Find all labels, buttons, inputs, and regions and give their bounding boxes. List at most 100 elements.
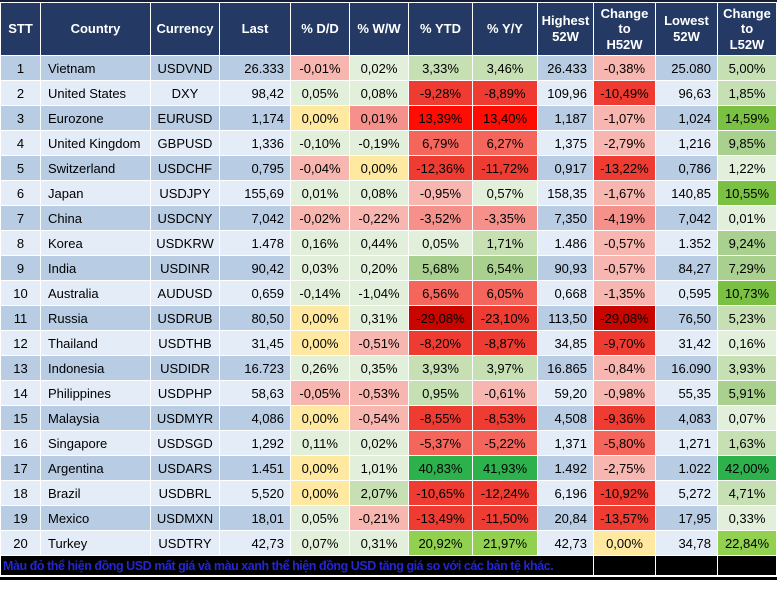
cell-pct-dd: 0,03% [291, 256, 349, 280]
cell-pct-yy: 13,40% [473, 106, 537, 130]
cell-currency: USDVND [151, 56, 219, 80]
cell-pct-ytd: -29,08% [409, 306, 472, 330]
cell-last: 16.723 [220, 356, 290, 380]
cell-pct-ww: -0,53% [350, 381, 408, 405]
cell-country: Eurozone [41, 106, 150, 130]
cell-pct-yy: 3,97% [473, 356, 537, 380]
cell-pct-ww: 0,35% [350, 356, 408, 380]
cell-stt: 19 [1, 506, 40, 530]
col-header-pct-ww: % W/W [350, 3, 408, 55]
cell-lowest-52w: 55,35 [656, 381, 717, 405]
col-header-lowest-52w: Lowest 52W [656, 3, 717, 55]
cell-pct-yy: -8,53% [473, 406, 537, 430]
caption-bar: Màu đỏ thể hiện đồng USD mất giá và màu … [1, 556, 776, 575]
cell-last: 1,336 [220, 131, 290, 155]
cell-last: 1,292 [220, 431, 290, 455]
cell-last: 26.333 [220, 56, 290, 80]
cell-pct-yy: -5,22% [473, 431, 537, 455]
table-row: 1 Vietnam USDVND 26.333 -0,01% 0,02% 3,33% 3,46… [1, 56, 776, 80]
cell-lowest-52w: 4,083 [656, 406, 717, 430]
cell-change-to-h52w: 0,00% [594, 531, 655, 555]
header-row: STT Country Currency Last% D/D% W/W% YTD% Y… [1, 3, 776, 55]
cell-pct-dd: -0,14% [291, 281, 349, 305]
table-row: 12 Thailand USDTHB 31,45 0,00% -0,51% -8,20% -8… [1, 331, 776, 355]
cell-pct-ytd: 5,68% [409, 256, 472, 280]
cell-lowest-52w: 0,786 [656, 156, 717, 180]
cell-change-to-h52w: -13,22% [594, 156, 655, 180]
cell-highest-52w: 26.433 [538, 56, 593, 80]
cell-lowest-52w: 84,27 [656, 256, 717, 280]
table-row: 11 Russia USDRUB 80,50 0,00% 0,31% -29,08% -23,… [1, 306, 776, 330]
cell-stt: 18 [1, 481, 40, 505]
cell-pct-yy: 21,97% [473, 531, 537, 555]
cell-currency: USDKRW [151, 231, 219, 255]
cell-pct-dd: 0,01% [291, 181, 349, 205]
bottom-border-line [0, 577, 777, 580]
cell-lowest-52w: 7,042 [656, 206, 717, 230]
cell-highest-52w: 1,375 [538, 131, 593, 155]
table-header: STT Country Currency Last% D/D% W/W% YTD% Y… [1, 3, 776, 55]
cell-currency: GBPUSD [151, 131, 219, 155]
cell-pct-ww: -0,22% [350, 206, 408, 230]
cell-pct-yy: 41,93% [473, 456, 537, 480]
cell-pct-ytd: -8,55% [409, 406, 472, 430]
table-row: 19 Mexico USDMXN 18,01 0,05% -0,21% -13,49% -11… [1, 506, 776, 530]
cell-currency: USDPHP [151, 381, 219, 405]
cell-pct-ytd: 20,92% [409, 531, 472, 555]
cell-currency: USDINR [151, 256, 219, 280]
cell-pct-ww: 0,08% [350, 181, 408, 205]
cell-pct-dd: 0,11% [291, 431, 349, 455]
caption-spacer [718, 556, 776, 575]
cell-currency: AUDUSD [151, 281, 219, 305]
table-row: 2 United States DXY 98,42 0,05% 0,08% -9,28% -8… [1, 81, 776, 105]
cell-highest-52w: 7,350 [538, 206, 593, 230]
cell-pct-ytd: -0,95% [409, 181, 472, 205]
cell-pct-ww: -0,19% [350, 131, 408, 155]
cell-currency: DXY [151, 81, 219, 105]
cell-country: China [41, 206, 150, 230]
cell-pct-ww: 0,31% [350, 306, 408, 330]
cell-lowest-52w: 1,271 [656, 431, 717, 455]
cell-stt: 8 [1, 231, 40, 255]
cell-pct-ytd: -10,65% [409, 481, 472, 505]
cell-lowest-52w: 5,272 [656, 481, 717, 505]
cell-change-to-l52w: 1,63% [718, 431, 776, 455]
cell-stt: 3 [1, 106, 40, 130]
cell-change-to-h52w: -1,67% [594, 181, 655, 205]
fx-rates-panel: STT Country Currency Last% D/D% W/W% YTD% Y… [0, 0, 777, 580]
cell-pct-ww: 0,00% [350, 156, 408, 180]
cell-change-to-l52w: 1,85% [718, 81, 776, 105]
cell-highest-52w: 42,73 [538, 531, 593, 555]
col-header-last: Last [220, 3, 290, 55]
cell-stt: 7 [1, 206, 40, 230]
cell-currency: USDBRL [151, 481, 219, 505]
cell-country: Argentina [41, 456, 150, 480]
cell-country: United States [41, 81, 150, 105]
cell-stt: 14 [1, 381, 40, 405]
cell-change-to-h52w: -13,57% [594, 506, 655, 530]
cell-last: 1.478 [220, 231, 290, 255]
cell-currency: USDMXN [151, 506, 219, 530]
cell-last: 4,086 [220, 406, 290, 430]
cell-country: India [41, 256, 150, 280]
cell-lowest-52w: 31,42 [656, 331, 717, 355]
cell-change-to-l52w: 22,84% [718, 531, 776, 555]
cell-pct-dd: 0,05% [291, 506, 349, 530]
cell-pct-dd: -0,01% [291, 56, 349, 80]
cell-pct-dd: 0,00% [291, 481, 349, 505]
cell-change-to-l52w: 10,55% [718, 181, 776, 205]
cell-country: Thailand [41, 331, 150, 355]
cell-highest-52w: 34,85 [538, 331, 593, 355]
table-row: 9 India USDINR 90,42 0,03% 0,20% 5,68% 6,54% 90,… [1, 256, 776, 280]
cell-change-to-h52w: -2,75% [594, 456, 655, 480]
cell-change-to-l52w: 5,91% [718, 381, 776, 405]
cell-last: 90,42 [220, 256, 290, 280]
table-row: 7 China USDCNY 7,042 -0,02% -0,22% -3,52% -3,35… [1, 206, 776, 230]
table-row: 4 United Kingdom GBPUSD 1,336 -0,10% -0,19% 6,… [1, 131, 776, 155]
cell-change-to-l52w: 0,01% [718, 206, 776, 230]
caption-spacer [594, 556, 655, 575]
cell-stt: 13 [1, 356, 40, 380]
cell-currency: USDCHF [151, 156, 219, 180]
cell-pct-ytd: 6,56% [409, 281, 472, 305]
cell-currency: USDARS [151, 456, 219, 480]
